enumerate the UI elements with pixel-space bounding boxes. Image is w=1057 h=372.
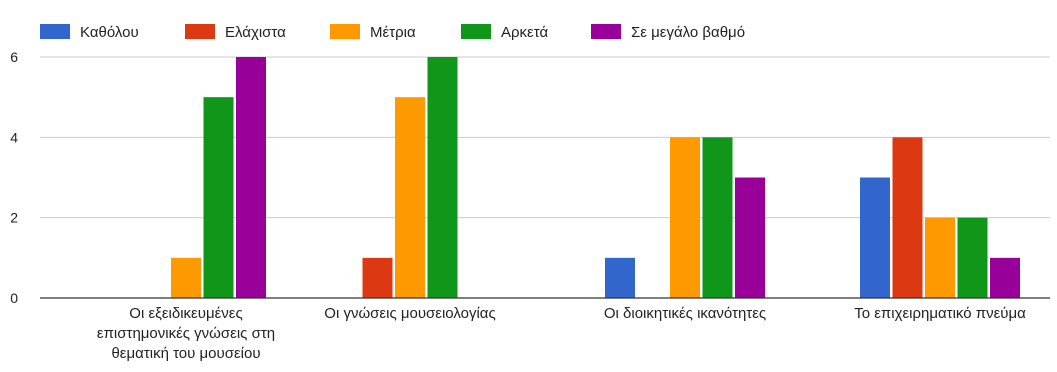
bar-0-3	[203, 97, 234, 299]
legend-swatch	[185, 24, 215, 39]
y-tick-label: 6	[10, 49, 18, 65]
bar-1-3	[427, 57, 458, 298]
legend-label: Μέτρια	[370, 24, 416, 41]
legend-swatch	[330, 24, 360, 39]
legend-label: Αρκετά	[501, 24, 548, 41]
legend: Καθόλου Ελάχιστα Μέτρια Αρκετά Σε μεγάλο βαθ…	[40, 24, 745, 41]
y-tick-label: 4	[10, 129, 18, 145]
legend-swatch	[40, 24, 70, 39]
bar-2-4	[735, 177, 765, 298]
bars	[171, 57, 1020, 299]
bar-3-4	[990, 257, 1020, 298]
bar-3-0	[860, 177, 890, 298]
x-tick-label: επιστημονικές γνώσεις στη	[97, 325, 275, 342]
bar-1-1	[362, 257, 393, 298]
bar-0-2	[171, 257, 201, 298]
legend-label: Σε μεγάλο βαθμό	[631, 24, 745, 41]
y-tick-label: 0	[10, 290, 18, 306]
bar-2-2	[670, 137, 700, 298]
bar-3-2	[925, 217, 955, 298]
x-tick-label: θεματική του μουσείου	[111, 345, 260, 362]
bar-2-3	[702, 137, 733, 298]
bar-3-1	[892, 137, 923, 298]
bar-3-3	[957, 217, 988, 298]
x-tick-label: Οι γνώσεις μουσειολογίας	[324, 305, 495, 322]
legend-label: Καθόλου	[80, 24, 139, 41]
bar-1-2	[395, 97, 425, 299]
legend-swatch	[461, 24, 491, 39]
bar-2-0	[605, 257, 635, 298]
x-tick-label: Το επιχειρηματικό πνεύμα	[854, 305, 1026, 322]
legend-label: Ελάχιστα	[225, 24, 286, 41]
legend-swatch	[591, 24, 621, 39]
y-tick-label: 2	[10, 210, 18, 226]
x-tick-label: Οι εξειδικευμένες	[129, 305, 242, 322]
x-tick-label: Οι διοικητικές ικανότητες	[604, 305, 766, 322]
axes: 0 2 4 6 Οι εξειδικευμένες επιστημονικές γνώσε…	[10, 49, 1050, 362]
bar-0-4	[236, 57, 266, 298]
